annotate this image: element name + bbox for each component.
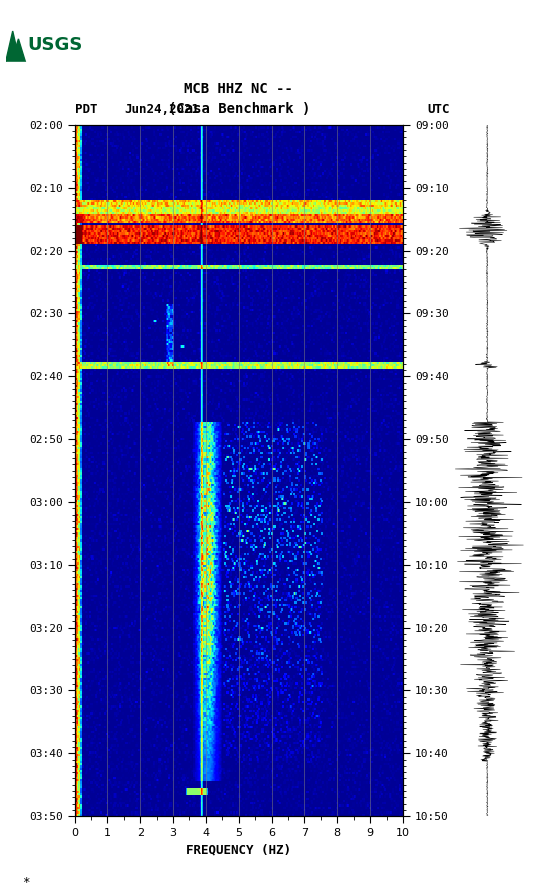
Text: *: * [22,876,30,889]
Text: Jun24,2021: Jun24,2021 [124,103,199,116]
Text: UTC: UTC [428,103,450,116]
Text: (Casa Benchmark ): (Casa Benchmark ) [168,102,310,116]
Text: MCB HHZ NC --: MCB HHZ NC -- [184,82,293,96]
Polygon shape [11,39,25,62]
Polygon shape [6,31,20,62]
Text: PDT: PDT [75,103,97,116]
X-axis label: FREQUENCY (HZ): FREQUENCY (HZ) [186,844,291,856]
Polygon shape [6,62,25,72]
Text: USGS: USGS [27,36,82,54]
